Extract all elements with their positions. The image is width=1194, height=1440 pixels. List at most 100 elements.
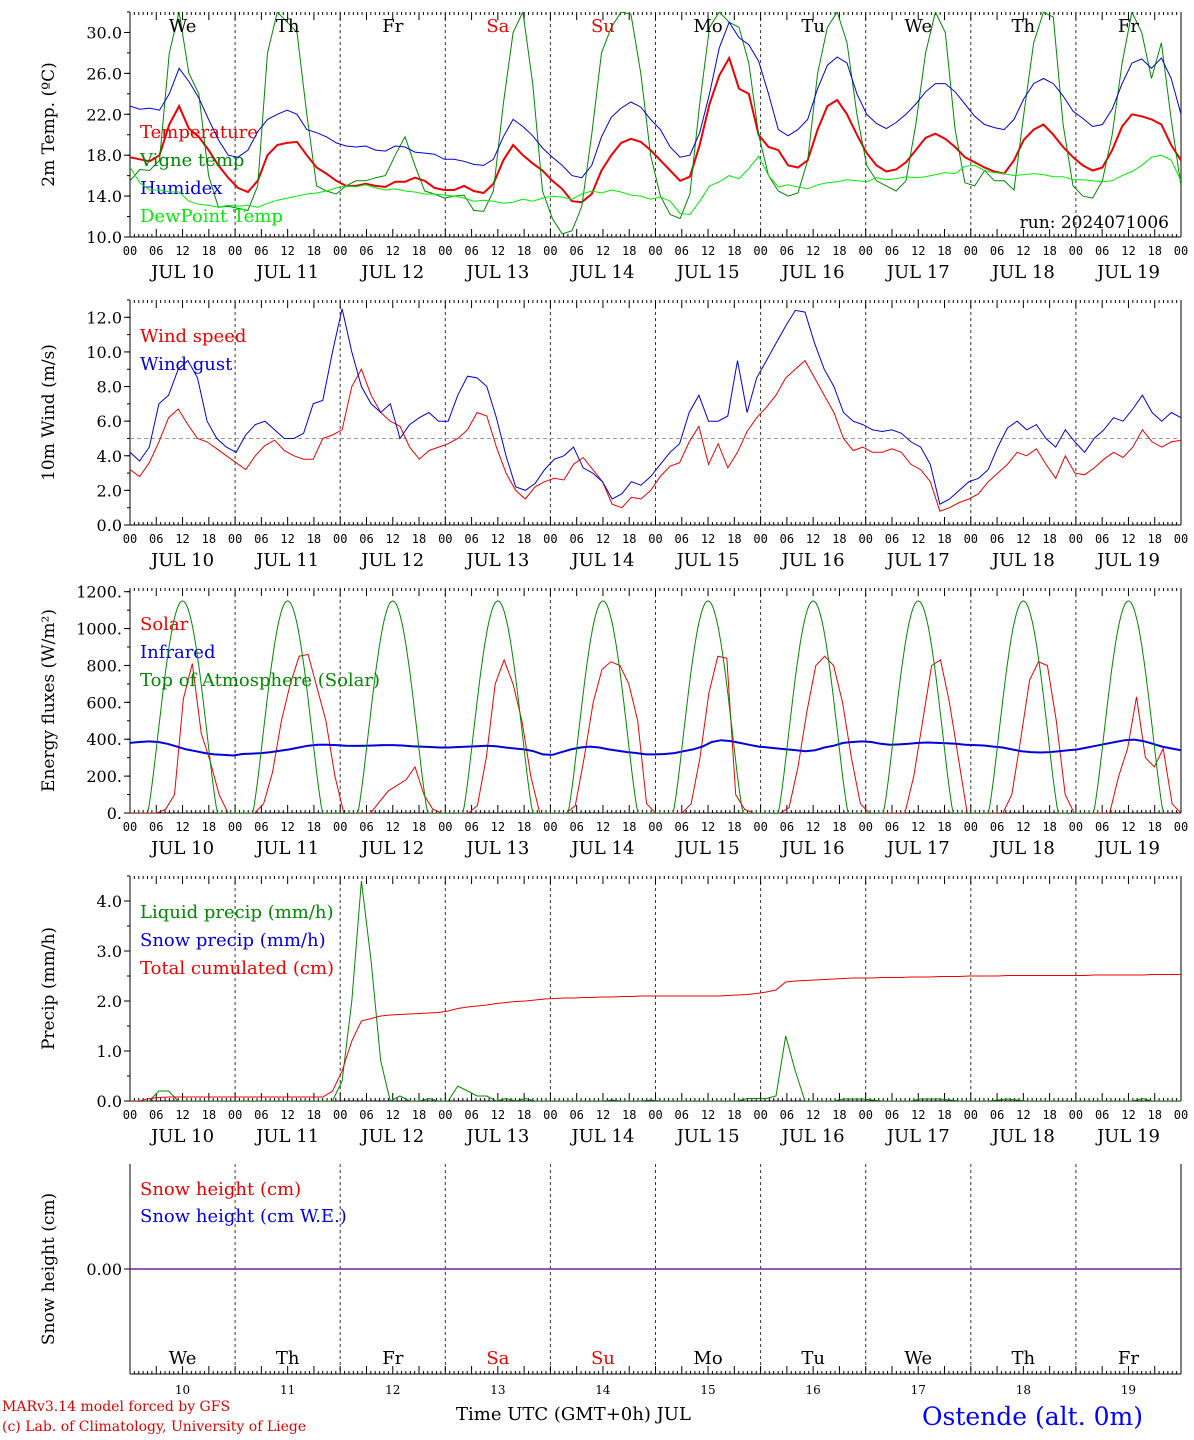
hour-label: 06 (675, 820, 689, 834)
date-label: JUL 16 (780, 1126, 845, 1147)
hour-label: 06 (359, 1108, 373, 1122)
date-label: JUL 11 (254, 1126, 319, 1147)
chart-panel-5: 0.00 Snow height (cm) Snow height (cm) Snow… (39, 1164, 1182, 1397)
series-line-humidex (130, 21, 1181, 179)
date-label: JUL 10 (149, 550, 214, 571)
day-abbr: We (169, 1348, 197, 1369)
hour-label: 06 (464, 1108, 478, 1122)
hour-label: 06 (780, 820, 794, 834)
hour-label: 00 (543, 820, 557, 834)
hour-label: 00 (753, 532, 767, 546)
hour-label: 12 (596, 244, 610, 258)
hour-label: 18 (622, 820, 636, 834)
hour-label: 00 (964, 1108, 978, 1122)
hour-label: 18 (1147, 244, 1161, 258)
hour-label: 06 (464, 532, 478, 546)
date-label: JUL 10 (149, 1126, 214, 1147)
hour-label: 12 (491, 1108, 505, 1122)
date-label: JUL 13 (464, 838, 529, 859)
date-label: JUL 14 (569, 838, 634, 859)
hour-label: 06 (780, 244, 794, 258)
hour-label: 12 (386, 820, 400, 834)
date-label: JUL 13 (464, 1126, 529, 1147)
date-label: JUL 12 (359, 1126, 424, 1147)
hour-label: 18 (937, 820, 951, 834)
hour-label: 00 (438, 244, 452, 258)
hour-label: 00 (753, 1108, 767, 1122)
hour-label: 06 (990, 244, 1004, 258)
date-label: JUL 12 (359, 262, 424, 283)
hour-label: 06 (1095, 1108, 1109, 1122)
legend-entry: Liquid precip (mm/h) (140, 902, 334, 923)
hour-label: 12 (1016, 244, 1030, 258)
y-tick-label: 200. (86, 767, 122, 786)
hour-label: 18 (937, 1108, 951, 1122)
chart-panel-4: 0.0 1.0 2.0 3.0 4.0 Precip (mm/h) Liquid preci… (39, 875, 1188, 1147)
hour-label: 00 (123, 244, 137, 258)
date-label: JUL 15 (675, 838, 740, 859)
date-label: JUL 14 (569, 550, 634, 571)
date-label: JUL 19 (1095, 838, 1160, 859)
hour-label: 12 (1016, 820, 1030, 834)
hour-label: 00 (858, 1108, 872, 1122)
hour-label: 06 (464, 820, 478, 834)
hour-label: 00 (858, 820, 872, 834)
series-line-total-cumulated-cm- (130, 974, 1181, 1101)
date-label: JUL 15 (675, 1126, 740, 1147)
hour-label: 18 (622, 244, 636, 258)
legend-entry: Total cumulated (cm) (140, 958, 334, 979)
y-tick-label: 1200. (76, 583, 122, 602)
day-abbr: Tu (801, 1348, 825, 1369)
hour-label: 18 (727, 244, 741, 258)
hour-label: 00 (228, 820, 242, 834)
date-label: JUL 18 (990, 262, 1055, 283)
legend-entry: Humidex (140, 178, 222, 199)
y-tick-label: 14.0 (86, 187, 122, 206)
hour-label: 18 (1042, 532, 1056, 546)
y-tick-label: 3.0 (97, 942, 122, 961)
day-abbr: We (904, 1348, 932, 1369)
hour-label: 00 (753, 820, 767, 834)
chart-panel-1: 10.0 14.0 18.0 22.0 26.0 30.0 2m Temp. (ºC) Tem… (39, 11, 1188, 283)
hour-label: 00 (1174, 244, 1188, 258)
date-label: JUL 19 (1095, 262, 1160, 283)
legend-entry: Infrared (140, 642, 215, 663)
hour-label: 12 (806, 820, 820, 834)
date-label: JUL 19 (1095, 550, 1160, 571)
hour-label: 18 (832, 532, 846, 546)
hour-label: 12 (280, 1108, 294, 1122)
legend-entry: Wind speed (140, 326, 246, 347)
y-tick-label: 0.0 (97, 1092, 122, 1111)
y-tick-label: 2.0 (97, 992, 122, 1011)
day-abbr: We (904, 16, 932, 37)
day-abbr: Sa (486, 16, 509, 37)
date-label: JUL 19 (1095, 1126, 1160, 1147)
hour-label: 12 (1016, 532, 1030, 546)
hour-label: 00 (333, 244, 347, 258)
hour-label: 18 (202, 820, 216, 834)
day-abbr: Mo (693, 1348, 722, 1369)
y-tick-label: 400. (86, 730, 122, 749)
date-label: JUL 10 (149, 838, 214, 859)
hour-label: 12 (911, 244, 925, 258)
hour-label: 12 (1121, 244, 1135, 258)
hour-label: 00 (1069, 820, 1083, 834)
hour-label: 06 (254, 244, 268, 258)
hour-label: 00 (1174, 820, 1188, 834)
y-tick-label: 4.0 (97, 447, 122, 466)
y-tick-label: 18.0 (86, 146, 122, 165)
hour-label: 06 (885, 1108, 899, 1122)
hour-label: 12 (806, 532, 820, 546)
x-axis-title: Time UTC (GMT+0h) JUL (456, 1404, 691, 1425)
day-abbr: Tu (801, 16, 825, 37)
hour-label: 18 (202, 244, 216, 258)
hour-label: 12 (491, 244, 505, 258)
legend-entry: Snow height (cm) (140, 1179, 301, 1200)
date-label: JUL 16 (780, 550, 845, 571)
date-label: JUL 12 (359, 550, 424, 571)
hour-label: 00 (648, 532, 662, 546)
legend-entry: DewPoint Temp (140, 206, 283, 227)
y-tick-label: 30.0 (86, 23, 122, 42)
hour-label: 00 (543, 532, 557, 546)
